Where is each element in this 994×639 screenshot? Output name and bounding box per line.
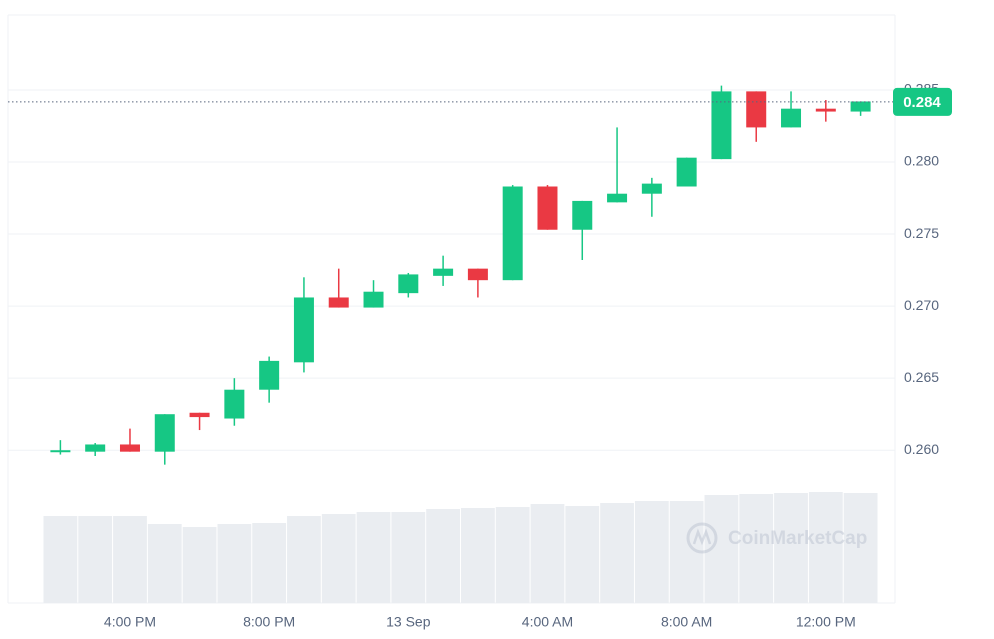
candle-body (154, 414, 175, 452)
current-price-label: 0.284 (903, 94, 941, 111)
current-price-badge (893, 87, 952, 116)
y-tick-label: 0.265 (904, 369, 939, 385)
volume-bar (391, 512, 426, 603)
volume-bar (426, 509, 460, 603)
volume-bar (704, 495, 739, 603)
candle-body (224, 389, 245, 419)
candle-body (433, 268, 454, 276)
y-tick-label: 0.270 (904, 297, 939, 313)
candle-body (119, 444, 140, 452)
volume-bar (600, 503, 634, 603)
volume-bar (739, 494, 774, 603)
volume-bar (634, 501, 669, 603)
candle-body (781, 108, 802, 128)
volume-bar (43, 516, 78, 603)
x-tick-label: 8:00 PM (243, 614, 295, 630)
y-tick-label: 0.260 (904, 441, 939, 457)
candle-body (363, 291, 384, 308)
y-tick-label: 0.280 (904, 153, 939, 169)
volume-bar (217, 524, 252, 603)
x-tick-label: 4:00 PM (104, 614, 156, 630)
candle-body (467, 268, 488, 281)
candle-body (328, 297, 349, 308)
x-tick-label: 13 Sep (386, 614, 431, 630)
y-tick-label: 0.275 (904, 225, 939, 241)
volume-bar (113, 516, 147, 603)
candle-body (398, 274, 419, 294)
candle-body (50, 450, 71, 453)
volume-bar (356, 512, 391, 603)
candle-body (85, 444, 106, 452)
volume-bar (78, 516, 113, 603)
x-tick-label: 4:00 AM (522, 614, 573, 630)
watermark-logo (686, 522, 718, 554)
volume-bar (147, 524, 182, 603)
volume-bar (252, 523, 287, 603)
candle-body (607, 193, 628, 203)
watermark-text: CoinMarketCap (728, 528, 867, 549)
volume-bar (669, 501, 704, 603)
volume-bar (182, 527, 217, 603)
candle-body (746, 91, 767, 128)
x-tick-label: 8:00 AM (661, 614, 712, 630)
candle-body (641, 183, 662, 194)
candle-body (537, 186, 558, 230)
candle-body (259, 360, 280, 390)
candle-body (502, 186, 523, 281)
candle-body (676, 157, 697, 187)
candle-body (815, 108, 836, 112)
volume-bar (321, 514, 356, 603)
candle-body (711, 91, 732, 160)
volume-bar (774, 493, 808, 603)
volume-bars (43, 492, 878, 603)
candle-body (850, 101, 871, 112)
volume-bar (808, 492, 843, 603)
candle-body (293, 297, 314, 363)
volume-bar (530, 504, 565, 603)
watermark-logo-mark (692, 528, 712, 546)
x-tick-label: 12:00 PM (796, 614, 856, 630)
volume-bar (565, 506, 600, 603)
volume-bar (461, 508, 495, 603)
candle-body (189, 412, 210, 418)
volume-bar (287, 516, 321, 603)
candle-body (572, 200, 593, 230)
watermark: CoinMarketCap (686, 522, 867, 554)
volume-bar (495, 507, 530, 603)
volume-bar (843, 493, 878, 603)
